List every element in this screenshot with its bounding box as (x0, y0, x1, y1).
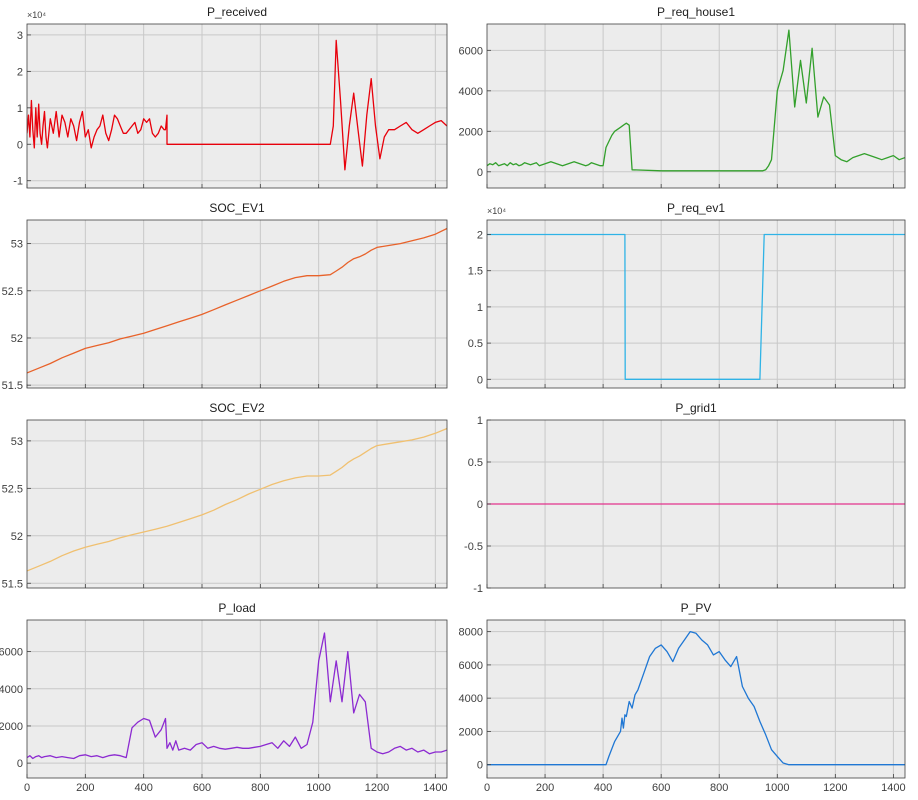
axes-frame (26, 419, 448, 589)
y-tick-label: 52.5 (2, 483, 23, 495)
y-tick-label: 1 (477, 302, 483, 314)
y-tick-label: -1 (13, 176, 23, 188)
y-tick-label: 52.5 (2, 286, 23, 298)
x-tick-label: 1400 (423, 782, 447, 794)
x-tick-label: 800 (710, 782, 728, 794)
y-tick-label: 2 (17, 66, 23, 78)
plot-area (487, 220, 905, 388)
x-tick-label: 1000 (765, 782, 789, 794)
subplot-soc_ev2: 51.5 52 52.5 53 SOC_EV2 (2, 401, 448, 590)
series-line-soc_ev2 (27, 427, 447, 572)
y-tick-label: 51.5 (2, 380, 23, 392)
subplot-title: SOC_EV1 (209, 201, 265, 215)
subplot-p_received: -1 0 1 2 3 ×10⁴ P_received (13, 5, 448, 189)
grid (27, 24, 447, 188)
x-tick-label: 1400 (881, 782, 905, 794)
plot-area (487, 620, 905, 778)
x-tick-label: 1200 (365, 782, 389, 794)
y-tick-label: 52 (11, 531, 23, 543)
x-tick-label: 200 (536, 782, 554, 794)
x-tick-label: 600 (652, 782, 670, 794)
axes-frame (26, 219, 448, 389)
subplot-title: P_received (207, 5, 267, 19)
plot-area (27, 620, 447, 778)
subplot-title: P_PV (681, 601, 712, 615)
y-tick-label: 4000 (0, 684, 23, 696)
y-tick-label: 53 (11, 436, 23, 448)
grid (27, 420, 447, 588)
y-tick-label: 6000 (459, 45, 483, 57)
series-line-soc_ev1 (27, 227, 447, 374)
y-tick-label: 4000 (459, 86, 483, 98)
series-line-p_req_house1 (487, 29, 905, 172)
subplot-p_req_ev1: 0 0.5 1 1.5 2 ×10⁴ P_req_ev1 (468, 201, 906, 389)
y-tick-label: 0 (477, 760, 483, 772)
y-tick-label: 0.5 (468, 338, 483, 350)
y-tick-label: 0 (477, 374, 483, 386)
x-tick-label: 400 (594, 782, 612, 794)
x-tick-label: 1000 (306, 782, 330, 794)
exponent-label: ×10⁴ (27, 10, 46, 20)
grid (487, 24, 905, 188)
subplot-p_req_house1: 0 2000 4000 6000 P_req_house1 (459, 5, 906, 189)
series-line-p_pv (487, 630, 905, 766)
y-tick-label: 4000 (459, 693, 483, 705)
axes-frame (26, 23, 448, 189)
x-tick-label: 600 (193, 782, 211, 794)
plot-area (27, 24, 447, 188)
y-tick-label: 2000 (459, 726, 483, 738)
y-tick-label: 0 (477, 167, 483, 179)
y-tick-label: 1 (17, 103, 23, 115)
exponent-label: ×10⁴ (487, 206, 506, 216)
subplot-title: P_req_house1 (657, 5, 735, 19)
y-tick-label: 2 (477, 229, 483, 241)
series-line-p_received (27, 39, 447, 171)
y-tick-label: 2000 (459, 126, 483, 138)
x-tick-label: 0 (484, 782, 490, 794)
subplot-title: SOC_EV2 (209, 401, 265, 415)
subplot-soc_ev1: 51.5 52 52.5 53 SOC_EV1 (2, 201, 448, 392)
y-tick-label: 52 (11, 333, 23, 345)
x-tick-label: 0 (24, 782, 30, 794)
y-tick-label: 0 (477, 499, 483, 511)
y-tick-label: -0.5 (464, 541, 483, 553)
y-tick-label: 2000 (0, 721, 23, 733)
plot-area (27, 420, 447, 588)
series-line-p_req_ev1 (487, 233, 905, 380)
axes-frame (26, 619, 448, 779)
grid (27, 220, 447, 388)
grid (27, 620, 447, 778)
subplot-title: P_req_ev1 (667, 201, 725, 215)
y-tick-label: 6000 (459, 660, 483, 672)
x-tick-label: 400 (134, 782, 152, 794)
subplot-title: P_load (218, 601, 255, 615)
y-tick-label: 1.5 (468, 266, 483, 278)
axes-frame (486, 219, 906, 389)
series-line-p_load (27, 632, 447, 760)
y-tick-label: 0 (17, 139, 23, 151)
y-tick-label: 0 (17, 758, 23, 770)
y-tick-label: 8000 (459, 627, 483, 639)
y-tick-label: 1 (477, 415, 483, 427)
subplot-p_load: 0 2000 4000 6000 0 200 400 600 800 1000 1200 1400 P_… (0, 601, 448, 794)
subplot-title: P_grid1 (675, 401, 717, 415)
axes-frame (486, 23, 906, 189)
y-tick-label: 51.5 (2, 578, 23, 590)
x-tick-label: 800 (251, 782, 269, 794)
x-tick-label: 200 (76, 782, 94, 794)
plot-area (27, 220, 447, 388)
axes-frame (486, 619, 906, 779)
x-tick-label: 1200 (823, 782, 847, 794)
y-tick-label: 3 (17, 30, 23, 42)
y-tick-label: 53 (11, 239, 23, 251)
y-tick-label: -1 (473, 583, 483, 595)
subplot-p_pv: 0 2000 4000 6000 8000 0 200 400 600 800 1000 1200 14… (459, 601, 906, 794)
y-tick-label: 6000 (0, 647, 23, 659)
subplot-p_grid1: -1 -0.5 0 0.5 1 P_grid1 (464, 401, 906, 595)
plot-area (487, 24, 905, 188)
y-tick-label: 0.5 (468, 457, 483, 469)
